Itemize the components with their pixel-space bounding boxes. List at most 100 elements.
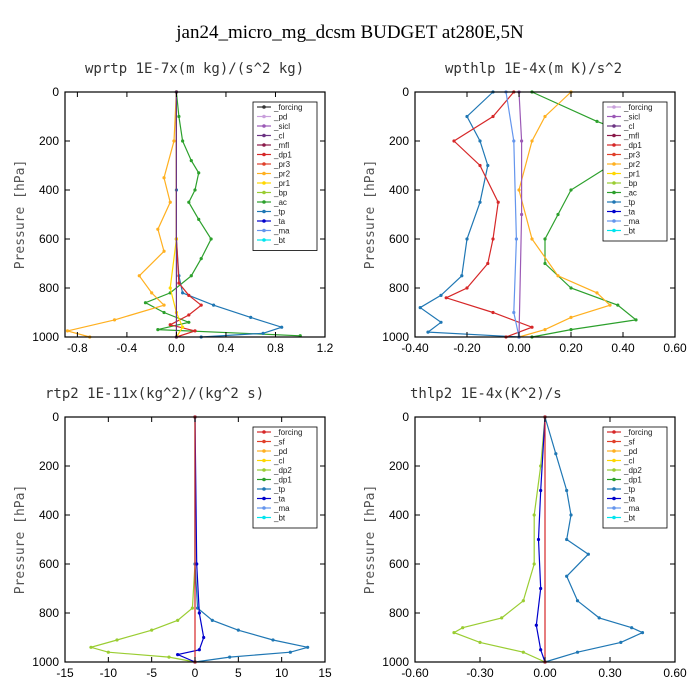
data-point — [193, 329, 197, 333]
legend-marker — [262, 105, 266, 109]
data-point — [210, 618, 214, 622]
data-point — [168, 286, 172, 290]
legend-marker — [612, 152, 616, 157]
legend-box — [602, 426, 668, 529]
x-tick-label: -5 — [146, 666, 157, 680]
legend-marker — [612, 143, 616, 147]
data-point — [65, 329, 70, 333]
data-point — [530, 237, 534, 241]
data-point — [478, 139, 482, 143]
data-point — [439, 320, 443, 324]
data-point — [172, 139, 176, 143]
data-point — [181, 139, 185, 143]
legend-label: _ac — [273, 198, 287, 207]
legend-label: _ac — [623, 189, 637, 198]
legend-marker — [612, 133, 616, 138]
series-line — [67, 91, 177, 338]
legend-marker — [612, 200, 616, 204]
x-tick-label: -10 — [100, 666, 118, 680]
data-point — [619, 640, 623, 644]
y-tick-label: 0 — [52, 85, 59, 99]
data-point — [543, 114, 547, 119]
legend-marker — [262, 114, 266, 119]
y-tick-label: 600 — [389, 557, 409, 571]
data-point — [156, 227, 160, 231]
legend-marker — [262, 219, 266, 223]
legend-marker — [612, 124, 616, 128]
legend-marker — [612, 468, 616, 472]
data-point — [530, 139, 534, 143]
x-tick-label: 0.60 — [663, 341, 687, 355]
y-tick-label: 200 — [389, 134, 409, 148]
data-point — [569, 328, 573, 332]
chart-thlp2: -0.60 -0.30 0.00 0.30 0.60 0 200 400 600 800 1000 P… — [363, 410, 687, 680]
y-tick-label: 600 — [39, 232, 59, 246]
data-point — [514, 237, 518, 241]
data-point — [137, 274, 141, 278]
data-point — [478, 163, 482, 168]
data-point — [491, 237, 495, 241]
data-point — [512, 310, 516, 315]
legend-label: _ta — [623, 208, 636, 217]
data-point — [288, 650, 292, 654]
legend-marker — [262, 238, 266, 242]
legend-label: _tp — [273, 208, 286, 217]
data-point — [543, 237, 547, 241]
data-point — [106, 650, 110, 654]
legend-label: _dp2 — [273, 466, 292, 475]
legend-marker — [612, 430, 616, 434]
data-point — [520, 212, 524, 217]
data-point — [199, 303, 203, 307]
data-point — [228, 655, 232, 659]
legend-label: _cl — [273, 132, 284, 141]
data-point — [189, 159, 193, 163]
data-point — [530, 325, 534, 329]
data-point — [418, 306, 422, 310]
legend-label: _pr3 — [623, 151, 641, 160]
legend-marker — [262, 133, 266, 138]
data-point — [452, 139, 456, 143]
series-line — [505, 91, 520, 338]
x-tick-label: -0.60 — [401, 666, 429, 680]
data-point — [616, 303, 620, 307]
data-point — [280, 325, 284, 329]
data-point — [512, 139, 516, 143]
data-point — [486, 163, 490, 168]
data-point — [520, 139, 524, 143]
data-point — [162, 303, 166, 307]
legend-label: _pr1 — [623, 170, 641, 179]
x-tick-label: -0.20 — [453, 341, 481, 355]
data-point — [162, 176, 166, 180]
series-line — [88, 417, 196, 663]
legend-label: _ma — [623, 504, 640, 513]
data-point — [181, 291, 185, 295]
data-point — [190, 606, 194, 610]
series-line — [419, 91, 520, 338]
legend-label: _ma — [273, 504, 290, 513]
data-point — [168, 323, 172, 327]
legend-label: _pd — [623, 447, 637, 456]
y-tick-label: 400 — [39, 508, 59, 522]
data-point — [197, 171, 201, 175]
data-point — [539, 488, 543, 493]
x-tick-label: -0.40 — [401, 341, 429, 355]
legend-label: _ta — [273, 217, 286, 226]
legend-marker — [612, 114, 616, 119]
data-point — [536, 537, 541, 542]
data-point — [543, 261, 547, 266]
y-axis-label: Pressure [hPa] — [13, 160, 28, 270]
data-point — [460, 274, 464, 278]
legend-marker — [612, 487, 616, 491]
y-tick-label: 600 — [39, 557, 59, 571]
legend-label: _dp1 — [623, 141, 642, 150]
legend-marker — [612, 458, 616, 463]
data-point — [543, 328, 547, 332]
y-tick-label: 800 — [389, 281, 409, 295]
data-point — [496, 200, 500, 204]
legend-marker — [612, 449, 616, 453]
data-point — [199, 257, 203, 261]
panel-thlp2: thlp2 1E-4x(K^2)/s -0.60 -0.30 0.00 0.30 0.6… — [350, 380, 700, 680]
data-point — [465, 114, 469, 119]
panel-rtp2: rtp2 1E-11x(kg^2)/(kg^2 s) -15 -10 -5 0 5 10 1… — [0, 380, 350, 680]
plot-frame — [64, 91, 326, 338]
